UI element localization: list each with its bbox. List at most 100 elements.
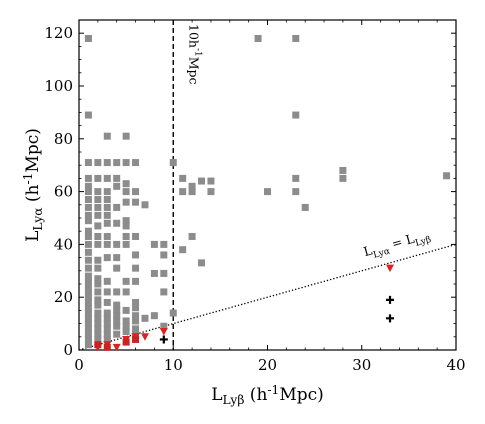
square-point: [122, 277, 130, 285]
square-point: [84, 111, 92, 119]
square-point: [84, 159, 92, 167]
square-point: [122, 322, 130, 330]
square-point: [198, 177, 206, 185]
square-point: [84, 304, 92, 312]
square-point: [443, 172, 451, 180]
y-tick-label: 20: [54, 288, 73, 306]
x-tick-label: 10: [164, 356, 183, 374]
square-point: [84, 288, 92, 296]
square-point: [132, 312, 140, 320]
square-point: [84, 34, 92, 42]
square-point: [84, 298, 92, 306]
square-point: [84, 293, 92, 301]
square-point: [188, 182, 196, 190]
square-point: [132, 317, 140, 325]
square-point: [94, 203, 102, 211]
square-point: [94, 330, 102, 338]
square-point: [132, 198, 140, 206]
triangle-point: [386, 264, 395, 273]
square-point: [84, 314, 92, 322]
square-point: [94, 314, 102, 322]
square-point: [113, 301, 121, 309]
data-points: [84, 34, 451, 352]
square-point: [160, 288, 168, 296]
square-point: [84, 174, 92, 182]
square-point: [113, 159, 121, 167]
square-point: [94, 232, 102, 240]
square-point: [122, 338, 130, 346]
square-point: [84, 330, 92, 338]
square-point: [169, 159, 177, 167]
square-point: [122, 317, 130, 325]
square-point: [113, 182, 121, 190]
square-point: [94, 296, 102, 304]
square-point: [132, 188, 140, 196]
square-point: [94, 309, 102, 317]
square-point: [292, 174, 300, 182]
plus-point: [386, 314, 395, 323]
square-point: [132, 251, 140, 259]
square-point: [160, 251, 168, 259]
square-point: [84, 272, 92, 280]
square-point: [103, 277, 111, 285]
square-point: [84, 256, 92, 264]
y-tick-label: 80: [54, 130, 73, 148]
y-axis-label: LLyα (h-1Mpc): [21, 128, 45, 242]
square-point: [84, 203, 92, 211]
square-point: [84, 264, 92, 272]
square-point: [150, 312, 158, 320]
square-point: [113, 240, 121, 248]
plus-point: [159, 335, 168, 344]
square-point: [160, 322, 168, 330]
square-point: [103, 219, 111, 227]
square-point: [132, 159, 140, 167]
square-point: [84, 182, 92, 190]
square-point: [103, 240, 111, 248]
x-tick-label: 30: [352, 356, 371, 374]
square-point: [84, 211, 92, 219]
square-point: [94, 288, 102, 296]
y-tick-label: 40: [54, 235, 73, 253]
square-point: [113, 254, 121, 262]
square-point: [122, 217, 130, 225]
square-point: [103, 320, 111, 328]
square-point: [103, 288, 111, 296]
square-point: [122, 159, 130, 167]
labels: LLyβ (h-1Mpc) LLyα (h-1Mpc) 10h-1Mpc LLy…: [21, 24, 433, 407]
square-point: [94, 240, 102, 248]
square-point: [292, 188, 300, 196]
square-point: [103, 132, 111, 140]
square-point: [122, 198, 130, 206]
square-point: [94, 174, 102, 182]
square-point: [122, 306, 130, 314]
square-point: [188, 232, 196, 240]
square-point: [103, 203, 111, 211]
square-point: [179, 246, 187, 254]
triangle-point: [112, 343, 121, 352]
square-point: [94, 301, 102, 309]
plot-area: 0 10 20 30 40 0 20 40 60 80 100 120: [44, 19, 466, 374]
square-point: [103, 298, 111, 306]
square-point: [122, 222, 130, 230]
plus-point: [386, 295, 395, 304]
square-point: [301, 203, 309, 211]
square-point: [179, 188, 187, 196]
square-point: [141, 314, 149, 322]
square-point: [113, 330, 121, 338]
triangle-point: [159, 328, 168, 336]
square-point: [122, 132, 130, 140]
square-point: [103, 196, 111, 204]
square-point: [207, 188, 215, 196]
y-tick-label: 100: [44, 77, 73, 95]
square-point: [103, 232, 111, 240]
square-point: [132, 298, 140, 306]
square-point: [103, 188, 111, 196]
diagonal-equality-line: [78, 243, 457, 351]
square-point: [292, 34, 300, 42]
square-point: [94, 256, 102, 264]
vline-annotation: 10h-1Mpc: [186, 24, 202, 85]
square-point: [150, 240, 158, 248]
square-point: [150, 269, 158, 277]
square-point: [84, 188, 92, 196]
